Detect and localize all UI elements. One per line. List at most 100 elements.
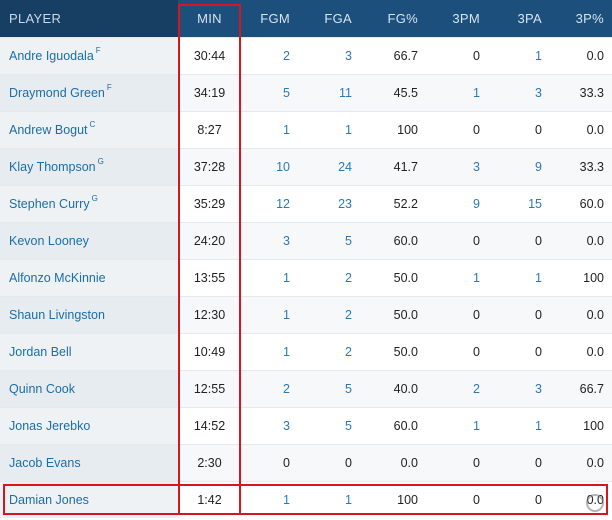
stat-tpm[interactable]: 3 bbox=[426, 148, 488, 186]
stat-fgm[interactable]: 2 bbox=[241, 37, 298, 75]
stat-fga[interactable]: 1 bbox=[298, 481, 360, 518]
stat-tpm: 0 bbox=[426, 222, 488, 260]
stat-fgm[interactable]: 1 bbox=[241, 296, 298, 334]
stat-tpa[interactable]: 9 bbox=[488, 148, 550, 186]
stat-fgm[interactable]: 1 bbox=[241, 259, 298, 297]
stat-tp-pct: 0.0 bbox=[550, 222, 612, 260]
stat-fga[interactable]: 3 bbox=[298, 37, 360, 75]
stat-min: 24:20 bbox=[178, 222, 241, 260]
col-header-fg-pct[interactable]: FG% bbox=[360, 0, 426, 38]
stat-tpm: 0 bbox=[426, 37, 488, 75]
col-header-3pa[interactable]: 3PA bbox=[488, 0, 550, 38]
player-link[interactable]: Andrew Bogut bbox=[9, 123, 88, 137]
player-link[interactable]: Klay Thompson bbox=[9, 160, 96, 174]
stat-tp-pct: 0.0 bbox=[550, 37, 612, 75]
col-header-fga[interactable]: FGA bbox=[298, 0, 360, 38]
stat-fga[interactable]: 23 bbox=[298, 185, 360, 223]
stat-fga[interactable]: 2 bbox=[298, 333, 360, 371]
stat-tpa[interactable]: 15 bbox=[488, 185, 550, 223]
stat-fgm[interactable]: 3 bbox=[241, 222, 298, 260]
stat-tpa[interactable]: 3 bbox=[488, 74, 550, 112]
player-link[interactable]: Andre Iguodala bbox=[9, 49, 94, 63]
col-header-3p-pct[interactable]: 3P% bbox=[550, 0, 612, 38]
player-link[interactable]: Damian Jones bbox=[9, 493, 89, 507]
stat-fgm[interactable]: 1 bbox=[241, 333, 298, 371]
col-header-fgm[interactable]: FGM bbox=[241, 0, 298, 38]
player-cell: Andrew Bogut C bbox=[0, 111, 178, 149]
stat-fgm[interactable]: 3 bbox=[241, 407, 298, 445]
stat-min: 10:49 bbox=[178, 333, 241, 371]
position-label: G bbox=[91, 194, 98, 203]
stat-tpm: 0 bbox=[426, 296, 488, 334]
player-link[interactable]: Jordan Bell bbox=[9, 345, 72, 359]
stat-tpa[interactable]: 1 bbox=[488, 37, 550, 75]
stat-min: 1:42 bbox=[178, 481, 241, 518]
stat-fga[interactable]: 5 bbox=[298, 370, 360, 408]
stat-fga[interactable]: 24 bbox=[298, 148, 360, 186]
stat-fg-pct: 50.0 bbox=[360, 259, 426, 297]
stat-fgm[interactable]: 10 bbox=[241, 148, 298, 186]
stat-fga[interactable]: 1 bbox=[298, 111, 360, 149]
stat-fga[interactable]: 5 bbox=[298, 407, 360, 445]
stat-tpm[interactable]: 1 bbox=[426, 407, 488, 445]
table-row: Jacob Evans 2:30 0 0 0.0 0 0 0.0 bbox=[0, 444, 612, 482]
stat-tpm[interactable]: 2 bbox=[426, 370, 488, 408]
stat-tp-pct: 0.0 bbox=[550, 481, 612, 518]
player-link[interactable]: Shaun Livingston bbox=[9, 308, 105, 322]
stat-tpm[interactable]: 1 bbox=[426, 74, 488, 112]
player-cell: Draymond Green F bbox=[0, 74, 178, 112]
stat-tpa[interactable]: 1 bbox=[488, 407, 550, 445]
player-link[interactable]: Jacob Evans bbox=[9, 456, 81, 470]
stat-fg-pct: 52.2 bbox=[360, 185, 426, 223]
stat-tp-pct: 33.3 bbox=[550, 148, 612, 186]
player-link[interactable]: Stephen Curry bbox=[9, 197, 90, 211]
stat-fga[interactable]: 2 bbox=[298, 259, 360, 297]
table-row: Draymond Green F 34:19 5 11 45.5 1 3 33.3 bbox=[0, 74, 612, 112]
table-row: Klay Thompson G 37:28 10 24 41.7 3 9 33.3 bbox=[0, 148, 612, 186]
stat-fgm[interactable]: 1 bbox=[241, 111, 298, 149]
stat-fga[interactable]: 5 bbox=[298, 222, 360, 260]
table-row: Damian Jones 1:42 1 1 100 0 0 0.0 bbox=[0, 481, 612, 518]
stat-tpa[interactable]: 1 bbox=[488, 259, 550, 297]
player-link[interactable]: Draymond Green bbox=[9, 86, 105, 100]
stat-fgm: 0 bbox=[241, 444, 298, 482]
stat-tpm[interactable]: 1 bbox=[426, 259, 488, 297]
stat-fgm[interactable]: 12 bbox=[241, 185, 298, 223]
player-link[interactable]: Alfonzo McKinnie bbox=[9, 271, 106, 285]
stat-tpa[interactable]: 3 bbox=[488, 370, 550, 408]
player-link[interactable]: Kevon Looney bbox=[9, 234, 89, 248]
player-link[interactable]: Quinn Cook bbox=[9, 382, 76, 396]
stat-fgm[interactable]: 1 bbox=[241, 481, 298, 518]
stat-fg-pct: 50.0 bbox=[360, 333, 426, 371]
col-header-player[interactable]: PLAYER bbox=[0, 0, 178, 38]
stat-fg-pct: 60.0 bbox=[360, 222, 426, 260]
stat-tp-pct: 33.3 bbox=[550, 74, 612, 112]
stat-fga: 0 bbox=[298, 444, 360, 482]
header-row: PLAYER MIN FGM FGA FG% 3PM 3PA 3P% bbox=[0, 0, 612, 38]
player-link[interactable]: Jonas Jerebko bbox=[9, 419, 91, 433]
col-header-min[interactable]: MIN bbox=[178, 0, 241, 38]
stat-tpa: 0 bbox=[488, 296, 550, 334]
stat-fg-pct: 41.7 bbox=[360, 148, 426, 186]
stat-fg-pct: 100 bbox=[360, 481, 426, 518]
stat-min: 13:55 bbox=[178, 259, 241, 297]
stat-tp-pct: 100 bbox=[550, 407, 612, 445]
stat-fga[interactable]: 11 bbox=[298, 74, 360, 112]
player-cell: Stephen Curry G bbox=[0, 185, 178, 223]
stat-tpm[interactable]: 9 bbox=[426, 185, 488, 223]
stat-fgm[interactable]: 2 bbox=[241, 370, 298, 408]
stat-tp-pct: 0.0 bbox=[550, 296, 612, 334]
player-cell: Alfonzo McKinnie bbox=[0, 259, 178, 297]
stat-fga[interactable]: 2 bbox=[298, 296, 360, 334]
position-label: F bbox=[95, 46, 101, 55]
stat-tp-pct: 0.0 bbox=[550, 333, 612, 371]
stat-tpm: 0 bbox=[426, 111, 488, 149]
stat-min: 37:28 bbox=[178, 148, 241, 186]
col-header-3pm[interactable]: 3PM bbox=[426, 0, 488, 38]
stat-min: 12:55 bbox=[178, 370, 241, 408]
stat-tpa: 0 bbox=[488, 333, 550, 371]
player-rows: Andre Iguodala F 30:44 2 3 66.7 0 1 0.0 Draymond … bbox=[0, 37, 612, 518]
stat-fg-pct: 0.0 bbox=[360, 444, 426, 482]
stat-fgm[interactable]: 5 bbox=[241, 74, 298, 112]
